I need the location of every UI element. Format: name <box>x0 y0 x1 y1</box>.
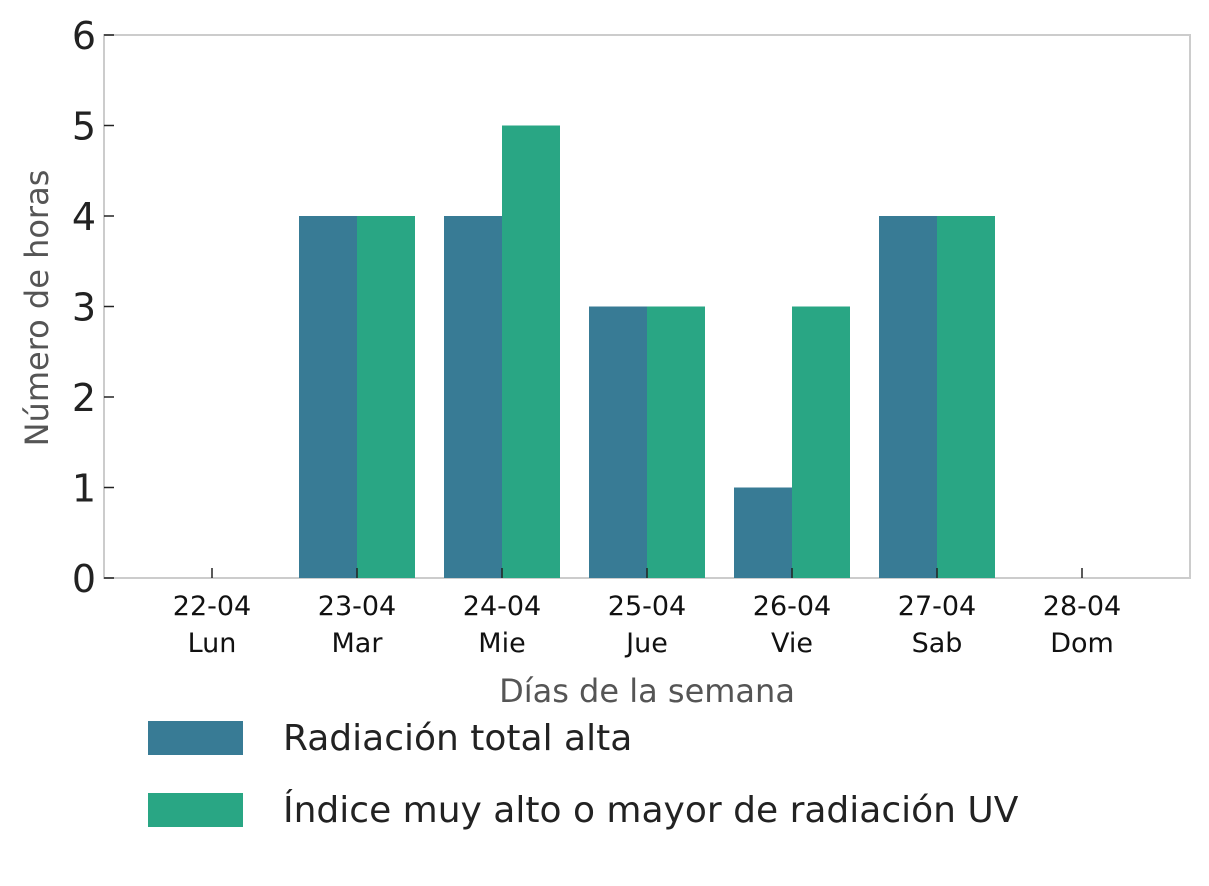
bar <box>502 125 560 578</box>
y-tick-label: 4 <box>72 195 96 239</box>
legend-swatch <box>148 793 243 827</box>
legend-label: Índice muy alto o mayor de radiación UV <box>283 789 1019 831</box>
bar <box>357 216 415 578</box>
x-axis: 22-04 Lun 23-04 Mar 24-04 Mie 25-04 Jue 26-04 Vie… <box>173 568 1121 659</box>
y-axis: 0 1 2 3 4 5 6 <box>72 14 114 601</box>
y-axis-label: Número de horas <box>18 170 56 447</box>
x-tick-label: 25-04 <box>608 591 686 622</box>
y-tick-label: 3 <box>72 286 96 330</box>
legend-item-indice-uv: Índice muy alto o mayor de radiación UV <box>148 789 1019 831</box>
legend: Radiación total alta Índice muy alto o m… <box>148 717 1019 864</box>
bar <box>444 216 502 578</box>
bar <box>734 487 792 578</box>
legend-item-radiacion-total: Radiación total alta <box>148 717 1018 759</box>
bar <box>299 216 357 578</box>
x-tick-sublabel: Jue <box>624 628 668 659</box>
bar <box>589 306 647 578</box>
x-tick-sublabel: Vie <box>771 628 813 659</box>
y-tick-label: 5 <box>72 105 96 149</box>
x-tick-sublabel: Mie <box>478 628 525 659</box>
x-tick-label: 26-04 <box>753 591 831 622</box>
bar <box>792 306 850 578</box>
bar <box>647 306 705 578</box>
x-tick-label: 28-04 <box>1043 591 1121 622</box>
bar <box>937 216 995 578</box>
x-tick-sublabel: Mar <box>332 628 384 659</box>
x-tick-sublabel: Sab <box>912 628 963 659</box>
y-tick-label: 0 <box>72 557 96 601</box>
legend-label: Radiación total alta <box>283 717 633 759</box>
y-tick-label: 6 <box>72 14 96 58</box>
x-tick-label: 23-04 <box>318 591 396 622</box>
x-tick-sublabel: Lun <box>188 628 237 659</box>
x-tick-sublabel: Dom <box>1050 628 1114 659</box>
x-tick-label: 22-04 <box>173 591 251 622</box>
x-tick-label: 24-04 <box>463 591 541 622</box>
x-axis-label: Días de la semana <box>499 672 795 710</box>
y-tick-label: 2 <box>72 376 96 420</box>
y-tick-label: 1 <box>72 467 96 511</box>
x-tick-label: 27-04 <box>898 591 976 622</box>
legend-swatch <box>148 721 243 755</box>
bars-group <box>299 125 995 578</box>
bar <box>879 216 937 578</box>
